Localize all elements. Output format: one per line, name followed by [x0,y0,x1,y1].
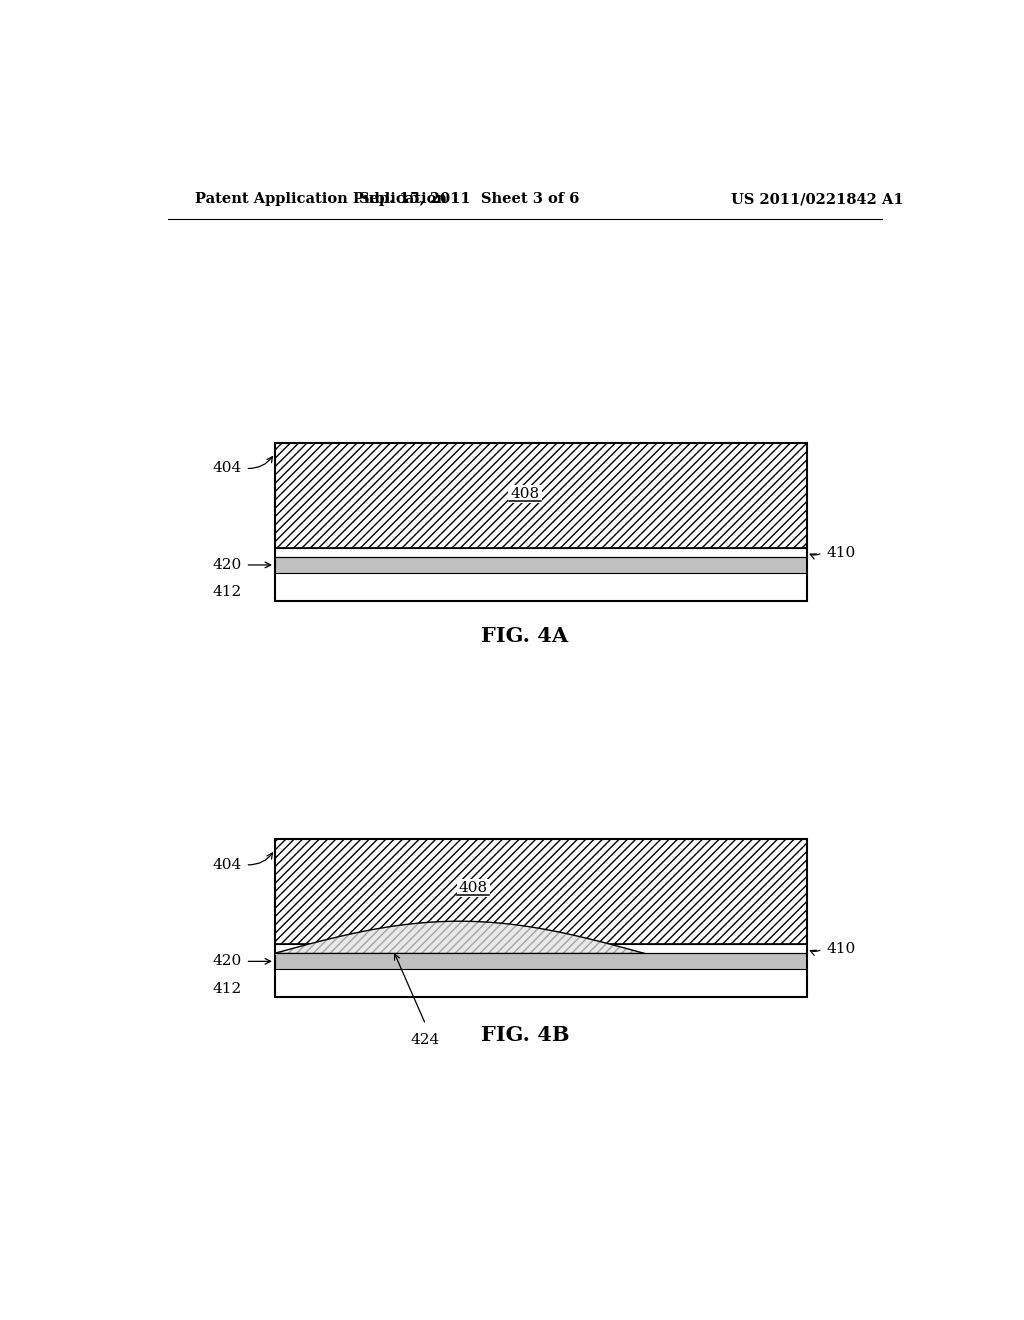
Bar [274,953,807,969]
Text: 410: 410 [826,942,856,956]
Text: Sep. 15, 2011  Sheet 3 of 6: Sep. 15, 2011 Sheet 3 of 6 [359,191,580,206]
Bar [274,840,807,944]
Bar [274,548,807,557]
Text: 424: 424 [411,1032,440,1047]
Bar [274,444,807,548]
Text: FIG. 4A: FIG. 4A [481,626,568,645]
Bar [274,573,807,601]
Text: 410: 410 [826,545,856,560]
Text: Patent Application Publication: Patent Application Publication [196,191,447,206]
Text: 404: 404 [212,462,242,475]
Text: 408: 408 [459,882,487,895]
Text: 412: 412 [212,982,242,995]
Bar [274,557,807,573]
Bar [274,944,807,953]
Text: FIG. 4B: FIG. 4B [480,1024,569,1044]
Text: US 2011/0221842 A1: US 2011/0221842 A1 [731,191,904,206]
Text: 420: 420 [212,558,242,572]
Text: 420: 420 [212,954,242,969]
Bar [274,969,807,997]
Text: 408: 408 [510,487,540,500]
Text: 404: 404 [212,858,242,871]
Bar [274,840,807,997]
Text: 412: 412 [212,585,242,599]
Bar [274,444,807,601]
